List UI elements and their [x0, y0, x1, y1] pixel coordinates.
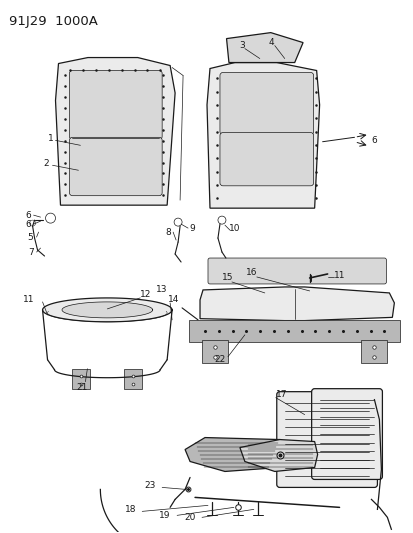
- Text: 19: 19: [159, 511, 171, 520]
- Text: 15: 15: [222, 273, 233, 282]
- Text: 17: 17: [275, 390, 287, 399]
- Text: 9: 9: [189, 224, 195, 232]
- FancyBboxPatch shape: [207, 258, 385, 284]
- FancyBboxPatch shape: [189, 320, 399, 342]
- FancyBboxPatch shape: [69, 138, 162, 196]
- Text: 13: 13: [156, 286, 168, 294]
- FancyBboxPatch shape: [361, 340, 387, 364]
- Text: 16: 16: [245, 269, 257, 278]
- Text: 18: 18: [124, 505, 136, 514]
- Text: 6: 6: [26, 220, 31, 229]
- FancyBboxPatch shape: [124, 369, 142, 389]
- FancyBboxPatch shape: [311, 389, 382, 480]
- Text: 6: 6: [370, 136, 376, 145]
- Text: 91J29  1000A: 91J29 1000A: [9, 15, 97, 28]
- Text: 3: 3: [238, 41, 244, 50]
- Text: 6: 6: [26, 211, 31, 220]
- Polygon shape: [185, 438, 284, 472]
- Polygon shape: [226, 33, 302, 62]
- Polygon shape: [55, 58, 175, 205]
- Text: 1: 1: [47, 134, 53, 143]
- Polygon shape: [62, 302, 152, 318]
- Text: 20: 20: [184, 513, 195, 522]
- Text: 5: 5: [28, 232, 33, 241]
- Text: 8: 8: [165, 228, 171, 237]
- Text: 12: 12: [139, 290, 150, 300]
- Polygon shape: [239, 440, 317, 472]
- Text: 4: 4: [268, 38, 274, 47]
- Text: 7: 7: [28, 247, 33, 256]
- Text: 2: 2: [44, 159, 49, 168]
- FancyBboxPatch shape: [72, 369, 90, 389]
- FancyBboxPatch shape: [219, 133, 313, 186]
- FancyBboxPatch shape: [219, 72, 313, 135]
- Text: 11: 11: [23, 295, 34, 304]
- Text: 11: 11: [333, 271, 344, 280]
- Text: 14: 14: [168, 295, 179, 304]
- Text: 23: 23: [144, 481, 156, 490]
- FancyBboxPatch shape: [69, 70, 162, 139]
- Polygon shape: [199, 287, 394, 321]
- Text: 10: 10: [229, 224, 240, 232]
- FancyBboxPatch shape: [202, 340, 228, 364]
- Text: 22: 22: [214, 356, 225, 364]
- Polygon shape: [43, 298, 172, 322]
- FancyBboxPatch shape: [276, 392, 377, 487]
- Text: 21: 21: [76, 383, 88, 392]
- Polygon shape: [206, 62, 319, 208]
